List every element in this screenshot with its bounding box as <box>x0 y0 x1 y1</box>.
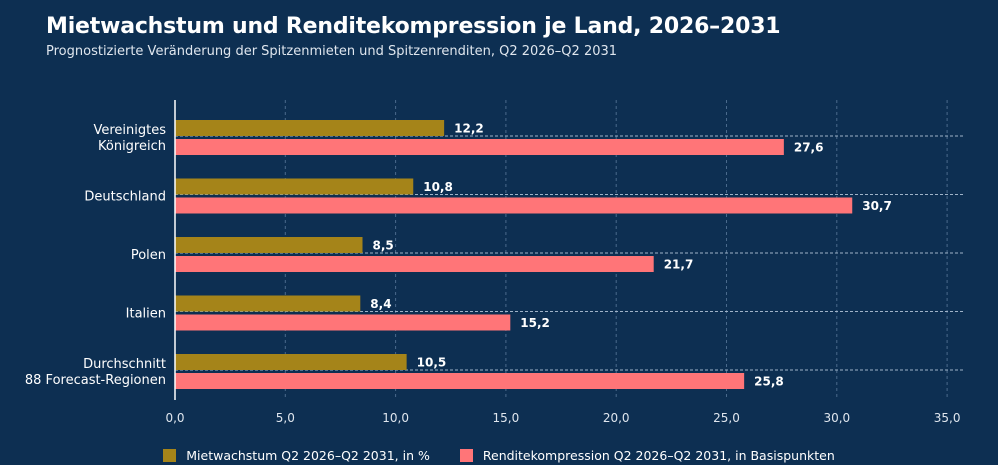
x-tick-label: 20,0 <box>603 411 630 425</box>
category-label: Polen <box>131 248 166 263</box>
category-label: Vereinigtes <box>93 123 166 138</box>
category-label: 88 Forecast-Regionen <box>25 373 166 388</box>
category-label: Deutschland <box>84 190 166 205</box>
x-tick-label: 30,0 <box>823 411 850 425</box>
bar-rent <box>175 178 414 195</box>
legend-label-rent: Mietwachstum Q2 2026–Q2 2031, in % <box>186 448 430 463</box>
bar-chart: 0,0 5,0 10,0 15,0 20,0 25,0 30,0 35,0 12,2 27,6 Ve… <box>25 100 965 425</box>
category-label: Durchschnitt <box>83 357 166 372</box>
bar-yield <box>175 256 654 272</box>
bar-rent <box>175 237 363 253</box>
category-label: Italien <box>126 307 166 322</box>
legend-label-yield: Renditekompression Q2 2026–Q2 2031, in B… <box>482 448 835 463</box>
x-tick-label: 35,0 <box>934 411 961 425</box>
data-label: 15,2 <box>520 316 550 330</box>
legend-swatch-yield <box>459 449 473 462</box>
chart-legend: Mietwachstum Q2 2026–Q2 2031, in % Rendi… <box>0 448 998 463</box>
legend-item-yield: Renditekompression Q2 2026–Q2 2031, in B… <box>459 448 835 463</box>
data-label: 12,2 <box>454 122 484 136</box>
x-tick-label: 5,0 <box>276 411 295 425</box>
x-tick-label: 10,0 <box>382 411 409 425</box>
legend-swatch-rent <box>163 449 177 462</box>
chart-subtitle: Prognostizierte Veränderung der Spitzenm… <box>46 44 618 59</box>
data-label: 25,8 <box>754 375 784 389</box>
x-tick-label: 25,0 <box>713 411 740 425</box>
data-label: 8,4 <box>370 297 391 311</box>
bar-rent <box>175 354 407 370</box>
data-label: 10,5 <box>417 356 447 370</box>
chart-title: Mietwachstum und Renditekompression je L… <box>46 14 781 39</box>
bar-yield <box>175 373 745 389</box>
bar-yield <box>175 197 853 214</box>
data-label: 30,7 <box>862 199 892 213</box>
data-label: 10,8 <box>423 180 453 194</box>
bar-yield <box>175 314 511 331</box>
bar-yield <box>175 139 784 155</box>
bar-rent <box>175 295 361 312</box>
legend-item-rent: Mietwachstum Q2 2026–Q2 2031, in % <box>163 448 430 463</box>
data-label: 8,5 <box>373 239 394 253</box>
category-label: Königreich <box>98 139 166 154</box>
data-label: 27,6 <box>794 141 824 155</box>
bar-rent <box>175 120 445 136</box>
data-label: 21,7 <box>664 258 694 272</box>
x-tick-label: 0,0 <box>165 411 184 425</box>
x-tick-label: 15,0 <box>493 411 520 425</box>
